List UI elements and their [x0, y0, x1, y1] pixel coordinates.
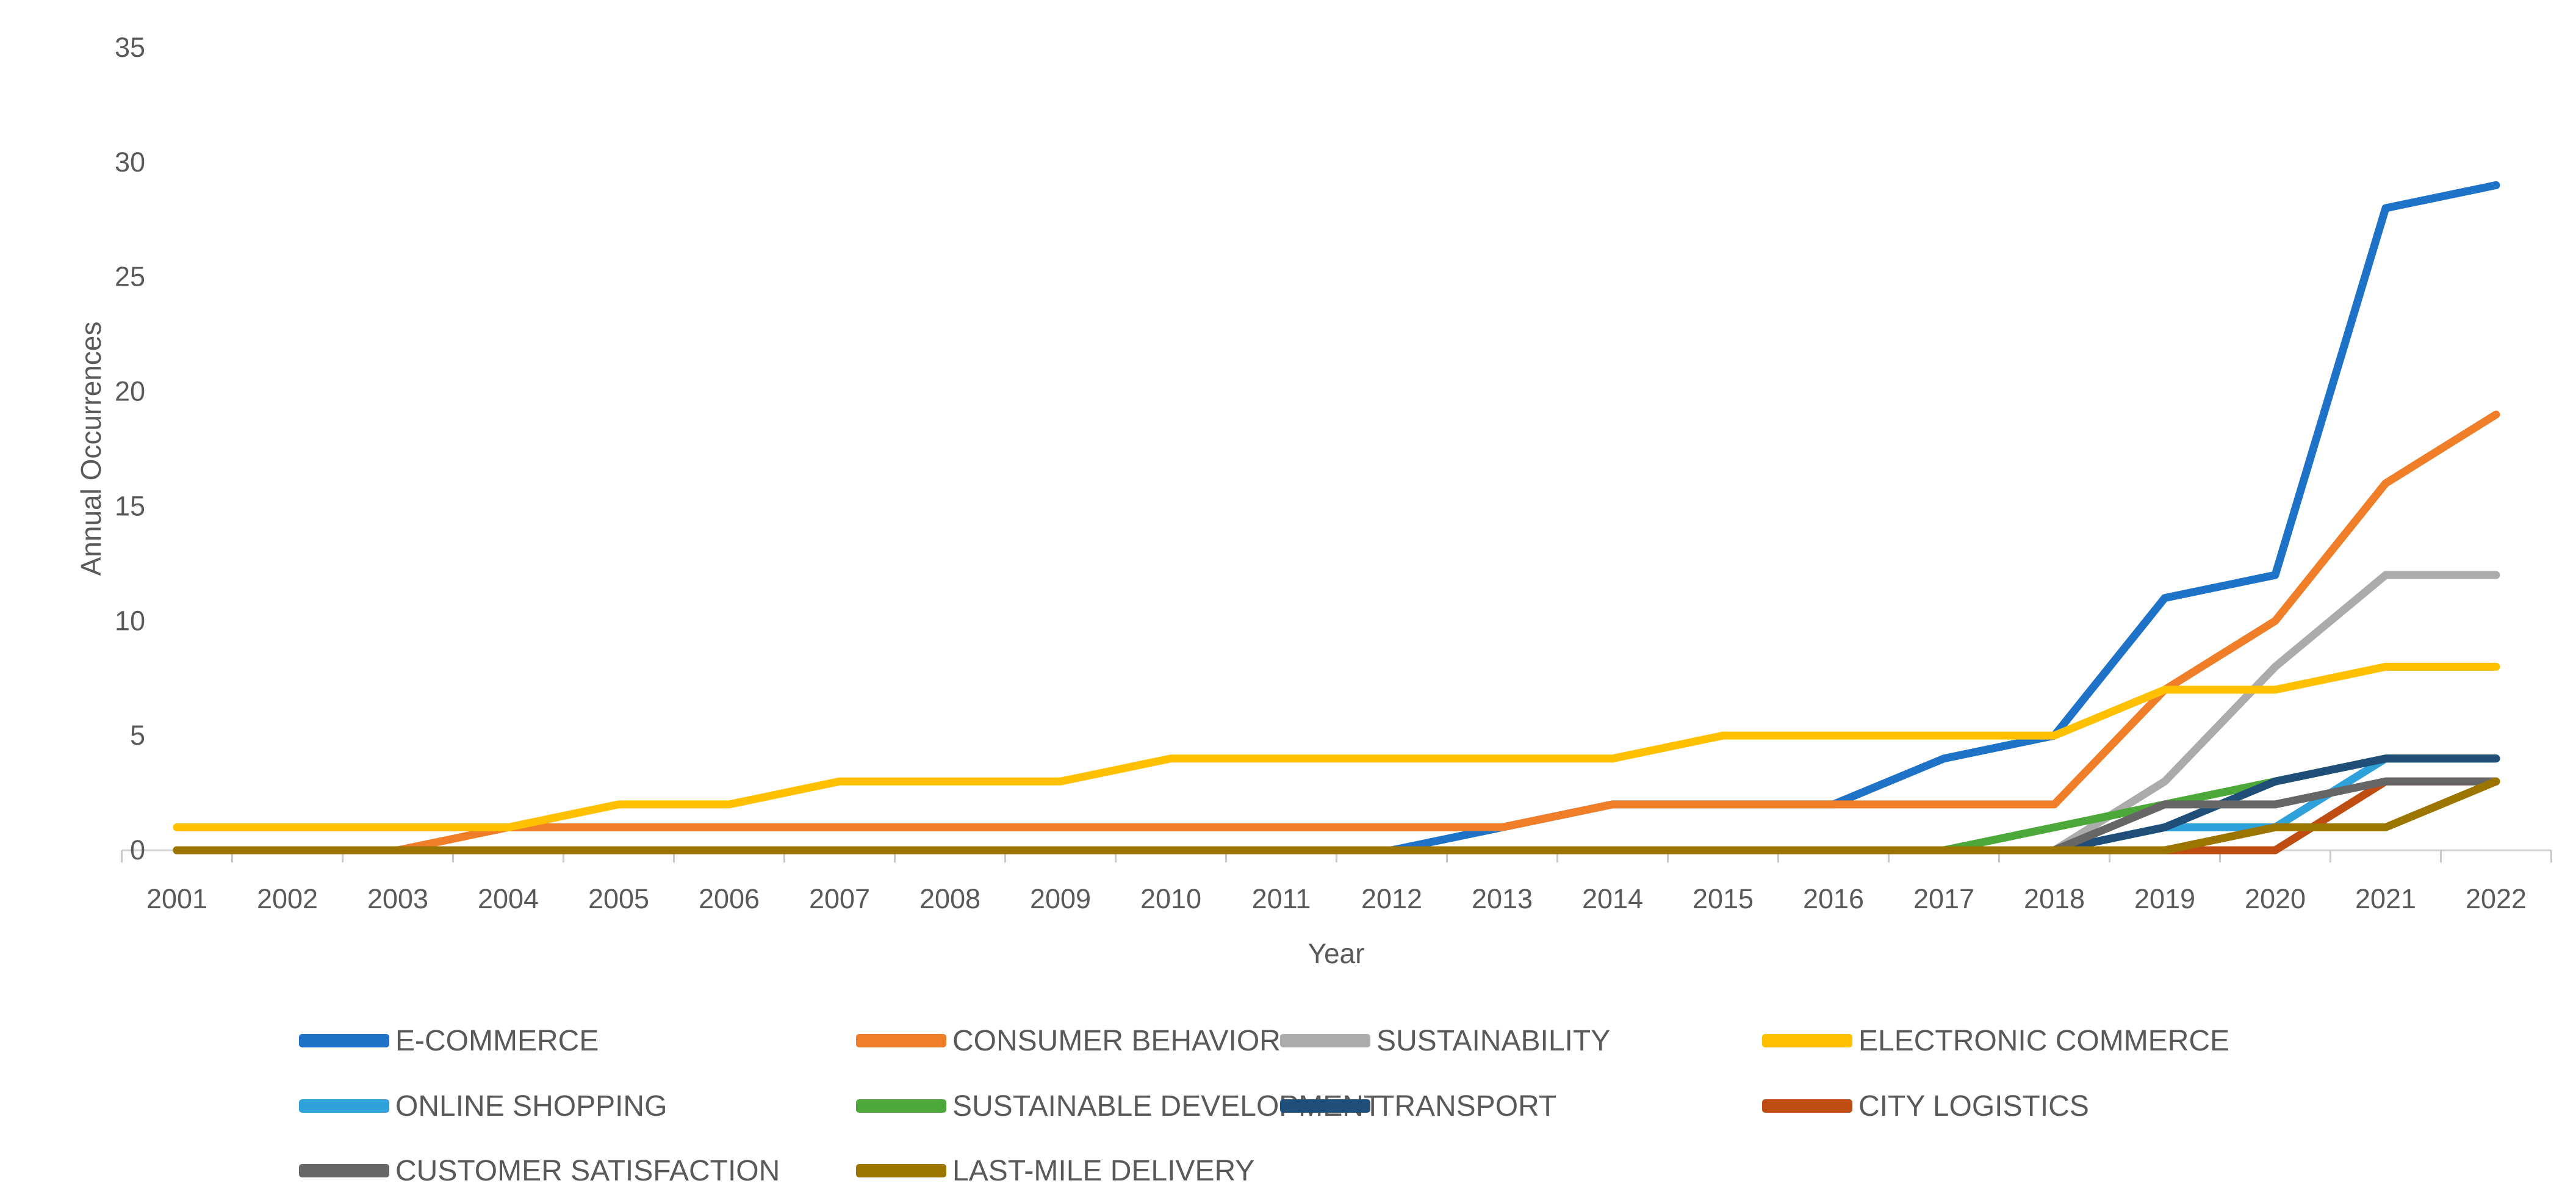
- x-axis-tick-label: 2008: [919, 883, 980, 914]
- legend-swatch: [856, 1164, 946, 1177]
- axes-layer: 2001 2002 2003 2004 2005 2006 2007 2008 2009 2010…: [115, 32, 2552, 914]
- legend-item: CONSUMER BEHAVIOR: [856, 1025, 1281, 1057]
- y-axis-tick-label: 15: [115, 490, 145, 521]
- legend: E-COMMERCE CONSUMER BEHAVIOR SUSTAINABILIT…: [299, 1025, 2229, 1187]
- legend-label: E-COMMERCE: [395, 1025, 599, 1057]
- legend-item: ELECTRONIC COMMERCE: [1762, 1025, 2229, 1057]
- legend-label: ELECTRONIC COMMERCE: [1858, 1025, 2229, 1057]
- x-axis-tick-label: 2006: [699, 883, 760, 914]
- y-axis-tick-label: 5: [130, 720, 145, 751]
- legend-label: CUSTOMER SATISFACTION: [395, 1155, 780, 1187]
- legend-swatch: [856, 1099, 946, 1113]
- legend-label: LAST-MILE DELIVERY: [952, 1155, 1254, 1187]
- x-axis-tick-label: 2009: [1030, 883, 1091, 914]
- legend-swatch: [1762, 1099, 1852, 1113]
- legend-swatch: [1280, 1034, 1370, 1047]
- x-axis-tick-label: 2019: [2134, 883, 2195, 914]
- x-axis-tick-label: 2010: [1140, 883, 1201, 914]
- x-axis-tick-label: 2021: [2355, 883, 2416, 914]
- series-line-sustainable-development: [173, 754, 2500, 855]
- x-axis-tick-label: 2013: [1472, 883, 1533, 914]
- legend-item: TRANSPORT: [1280, 1090, 1556, 1122]
- series-line-electronic-commerce: [173, 662, 2500, 831]
- x-axis-tick-label: 2016: [1803, 883, 1864, 914]
- x-axis-tick-label: 2002: [257, 883, 318, 914]
- y-axis-tick-label: 25: [115, 261, 145, 292]
- x-axis-tick-label: 2004: [478, 883, 539, 914]
- y-axis-title: Annual Occurrences: [75, 322, 107, 576]
- y-axis-tick-label: 0: [130, 834, 145, 866]
- legend-label: TRANSPORT: [1376, 1090, 1556, 1122]
- legend-label: CONSUMER BEHAVIOR: [952, 1025, 1281, 1057]
- legend-label: CITY LOGISTICS: [1858, 1090, 2089, 1122]
- legend-swatch: [1762, 1034, 1852, 1047]
- legend-label: SUSTAINABILITY: [1376, 1025, 1610, 1057]
- legend-swatch: [299, 1034, 389, 1047]
- x-axis-tick-label: 2007: [809, 883, 870, 914]
- legend-item: CUSTOMER SATISFACTION: [299, 1155, 780, 1187]
- series-line-e-commerce: [173, 181, 2500, 855]
- legend-item: E-COMMERCE: [299, 1025, 599, 1057]
- legend-swatch: [299, 1099, 389, 1113]
- x-axis-tick-label: 2020: [2245, 883, 2306, 914]
- legend-swatch: [856, 1034, 946, 1047]
- legend-swatch: [1280, 1099, 1370, 1113]
- legend-item: LAST-MILE DELIVERY: [856, 1155, 1254, 1187]
- x-axis-tick-label: 2018: [2024, 883, 2085, 914]
- x-axis-tick-label: 2014: [1582, 883, 1643, 914]
- x-axis-tick-label: 2012: [1361, 883, 1422, 914]
- series-layer: [173, 181, 2500, 855]
- legend-item: ONLINE SHOPPING: [299, 1090, 667, 1122]
- y-axis-tick-label: 35: [115, 32, 145, 63]
- x-axis-tick-label: 2011: [1252, 883, 1311, 914]
- x-axis-tick-label: 2003: [367, 883, 428, 914]
- legend-swatch: [299, 1164, 389, 1177]
- y-axis-tick-label: 10: [115, 605, 145, 636]
- y-axis-tick-label: 30: [115, 146, 145, 178]
- x-axis-tick-label: 2017: [1913, 883, 1974, 914]
- legend-item: SUSTAINABILITY: [1280, 1025, 1610, 1057]
- legend-item: CITY LOGISTICS: [1762, 1090, 2089, 1122]
- x-axis-tick-label: 2015: [1693, 883, 1754, 914]
- x-axis-tick-label: 2005: [588, 883, 649, 914]
- x-axis-title: Year: [1308, 938, 1365, 969]
- x-axis-tick-label: 2022: [2466, 883, 2527, 914]
- y-axis-tick-label: 20: [115, 376, 145, 407]
- legend-item: SUSTAINABLE DEVELOPMENT: [856, 1090, 1381, 1122]
- series-line-consumer-behavior: [173, 410, 2500, 855]
- x-axis-tick-label: 2001: [146, 883, 207, 914]
- legend-label: ONLINE SHOPPING: [395, 1090, 667, 1122]
- series-line-last-mile-delivery: [173, 777, 2500, 855]
